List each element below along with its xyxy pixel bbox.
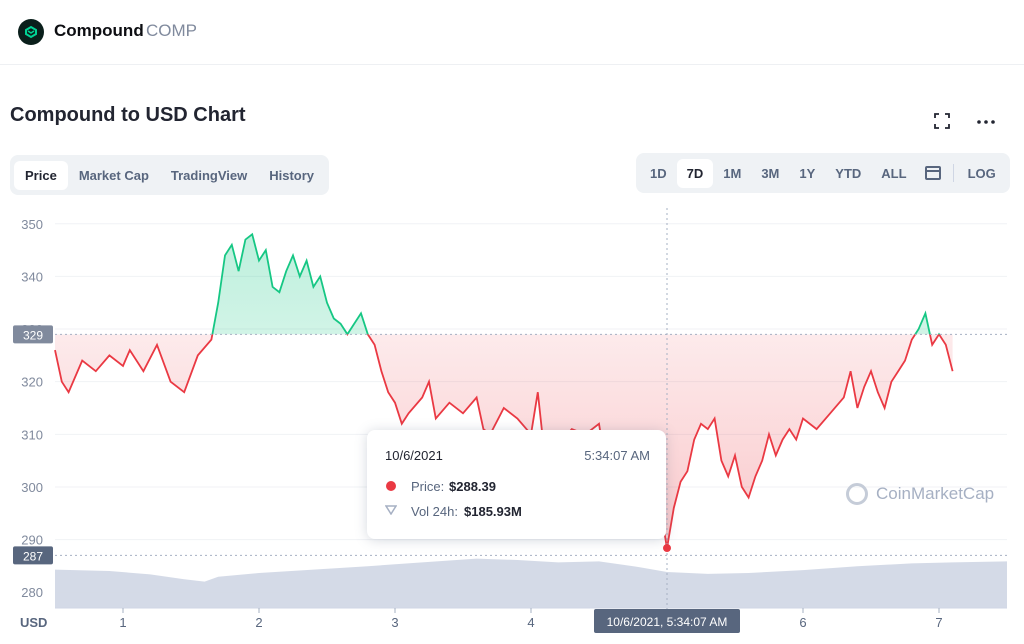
range-3m[interactable]: 3M	[761, 165, 780, 181]
y-tick-label: 340	[21, 269, 43, 284]
tab-history[interactable]: History	[269, 167, 315, 183]
y-tick-label: 320	[21, 375, 43, 390]
price-tooltip: 10/6/2021 5:34:07 AM Price: $288.39 Vol …	[367, 430, 666, 539]
chart-title: Compound to USD Chart	[10, 104, 246, 126]
range-1m[interactable]: 1M	[723, 165, 742, 181]
range-1y[interactable]: 1Y	[799, 165, 816, 181]
more-options-icon[interactable]	[974, 112, 998, 132]
volume-icon	[384, 505, 398, 516]
x-tick-label: 7	[935, 615, 942, 630]
volume-area	[55, 558, 1007, 608]
tooltip-volume-label: Vol 24h:	[411, 504, 458, 519]
tooltip-price-label: Price:	[411, 479, 445, 494]
chart-tabs: Price Market Cap TradingView History	[10, 155, 330, 195]
fullscreen-icon[interactable]	[930, 112, 954, 132]
watermark-text: CoinMarketCap	[876, 484, 995, 503]
tooltip-price-value: $288.39	[449, 479, 496, 494]
tab-market-cap[interactable]: Market Cap	[78, 167, 149, 183]
range-1d[interactable]: 1D	[650, 165, 667, 181]
tooltip-time: 5:34:07 AM	[584, 448, 650, 463]
crosshair-date-box	[594, 609, 740, 633]
x-tick-label: 3	[391, 615, 398, 630]
compound-logo-icon	[18, 19, 44, 45]
range-ytd[interactable]: YTD	[835, 165, 862, 181]
coinmarketcap-watermark: CoinMarketCap	[846, 483, 994, 505]
tooltip-volume-value: $185.93M	[464, 504, 522, 519]
x-tick-label: 1	[119, 615, 126, 630]
price-area-above-reference	[212, 234, 940, 335]
y-tick-label: 300	[21, 480, 43, 495]
price-area-below-reference	[55, 334, 953, 549]
range-selector: 1D 7D 1M 3M 1Y YTD ALL LOG	[636, 153, 1010, 193]
reference-label: 329	[23, 328, 43, 342]
currency-label: USD	[20, 615, 47, 630]
price-line-down	[54, 334, 954, 549]
y-tick-label: 350	[21, 217, 43, 232]
price-dot-icon	[386, 481, 396, 491]
y-tick-label: 310	[21, 427, 43, 442]
y-tick-label: 280	[21, 585, 43, 600]
x-tick-label: 2	[255, 615, 262, 630]
tab-tradingview[interactable]: TradingView	[170, 167, 248, 183]
last-price-label: 287	[23, 549, 43, 563]
range-7d[interactable]: 7D	[676, 158, 714, 188]
log-scale-button[interactable]: LOG	[967, 165, 996, 181]
x-tick-label: 4	[527, 615, 534, 630]
coin-name: Compound	[54, 21, 144, 40]
coinmarketcap-logo-icon	[846, 483, 868, 505]
tab-price[interactable]: Price	[14, 160, 68, 190]
coin-symbol: COMP	[146, 21, 197, 40]
calendar-icon[interactable]	[924, 166, 941, 180]
x-tick-label: 6	[799, 615, 806, 630]
crosshair-point	[663, 544, 671, 553]
tooltip-date: 10/6/2021	[385, 448, 443, 463]
last-price-label-box	[13, 546, 53, 565]
y-tick-label: 290	[21, 533, 43, 548]
crosshair-date-label: 10/6/2021, 5:34:07 AM	[607, 615, 728, 629]
reference-label-box	[13, 325, 53, 344]
top-bar: Compound COMP	[0, 0, 1024, 65]
range-all[interactable]: ALL	[881, 165, 907, 181]
price-line-up	[211, 232, 941, 335]
range-divider	[952, 164, 954, 182]
price-chart[interactable]: 2802903003103203303403503292871234567USD…	[0, 200, 1024, 644]
